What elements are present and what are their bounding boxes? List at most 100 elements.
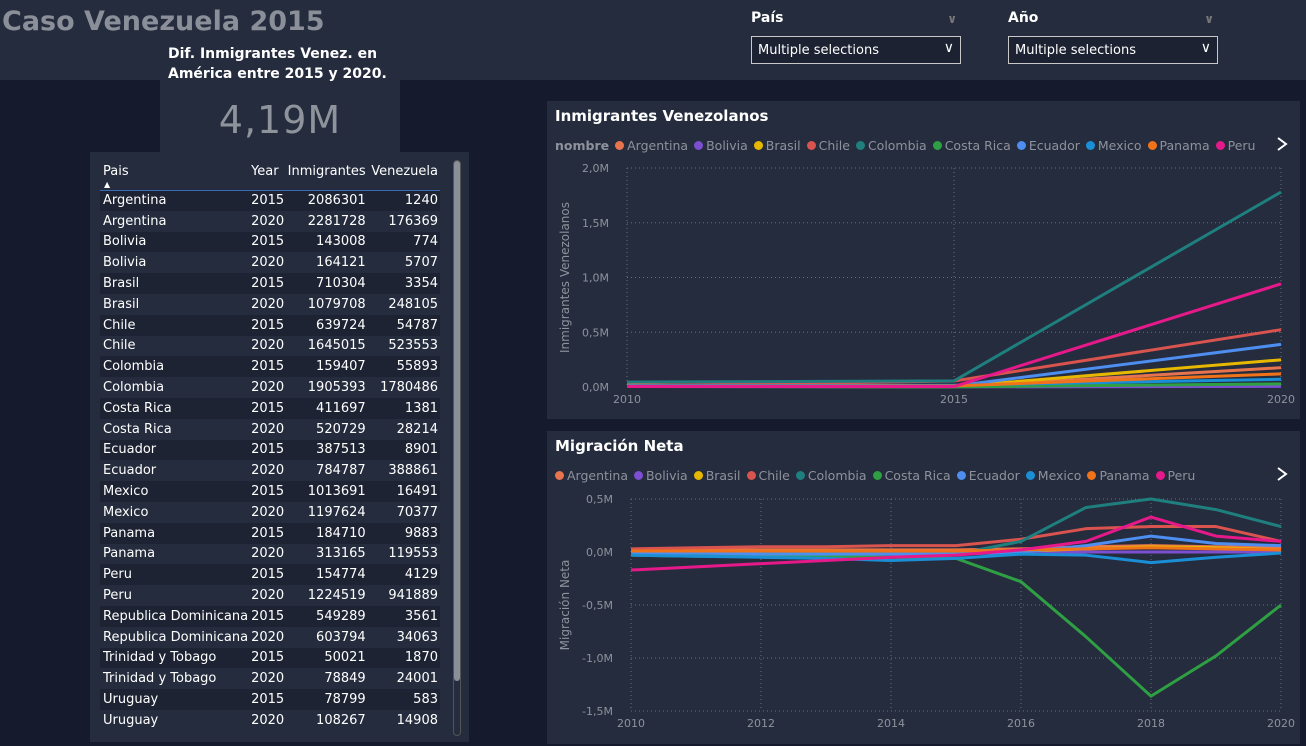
table-row[interactable]: Uruguay 2015 78799 583 [100, 689, 440, 710]
slicer-ano-dropdown[interactable]: Multiple selections ∨ [1008, 36, 1218, 64]
legend-item[interactable]: Panama [1147, 138, 1210, 153]
table-row[interactable]: Brasil 2020 1079708 248105 [100, 294, 440, 315]
table-cell: 54787 [367, 314, 440, 336]
kpi-value: 4,19M [218, 98, 342, 142]
slicer-pais-label: País [751, 10, 784, 26]
column-header-year[interactable]: Year [248, 160, 285, 191]
y-tick-label: 1,0M [582, 272, 609, 285]
legend-item[interactable]: Colombia [855, 138, 927, 153]
table-row[interactable]: Panama 2015 184710 9883 [100, 522, 440, 544]
table-row[interactable]: Chile 2020 1645015 523553 [100, 336, 440, 357]
table-cell: 3354 [367, 273, 440, 294]
series-line-costa-rica[interactable] [630, 553, 1282, 698]
table-row[interactable]: Argentina 2015 2086301 1240 [100, 190, 440, 211]
slicer-pais-dropdown[interactable]: Multiple selections ∨ [751, 36, 961, 64]
legend-dot-icon [932, 141, 942, 150]
legend-item[interactable]: Mexico [1085, 138, 1142, 153]
line-chart-inmigrantes: 0,0M 0,5M 1,0M 1,5M 2,0M 2010 2015 2020 Inmigran… [558, 162, 1295, 406]
legend-label: Ecuador [968, 468, 1020, 483]
legend-item[interactable]: Ecuador [956, 468, 1020, 483]
table-cell: 523553 [388, 338, 438, 354]
table-cell: Republica Dominicana [100, 605, 249, 627]
series-line-mexico[interactable] [630, 551, 1282, 565]
legend-dot-icon [633, 471, 643, 480]
legend-label: Colombia [807, 468, 867, 483]
table-cell: 2020 [251, 629, 285, 645]
table-row[interactable]: Argentina 2020 2281728 176369 [100, 211, 440, 232]
table-cell: 2015 [248, 564, 285, 586]
legend-item[interactable]: Chile [806, 138, 850, 153]
legend-item[interactable]: Mexico [1025, 468, 1081, 483]
table-cell: 549289 [284, 605, 368, 627]
column-header-venezuela[interactable]: Venezuela [367, 160, 440, 191]
table-row[interactable]: Ecuador 2020 784787 388861 [100, 460, 440, 481]
table-cell: 2015 [248, 273, 285, 294]
table-cell: 1780486 [380, 380, 438, 396]
chevron-down-icon[interactable]: ∨ [947, 12, 957, 26]
table-row[interactable]: Brasil 2015 710304 3354 [100, 273, 440, 294]
table-row[interactable]: Colombia 2020 1905393 1780486 [100, 377, 440, 398]
table-row[interactable]: Trinidad y Tobago 2015 50021 1870 [100, 647, 440, 669]
table-row[interactable]: Trinidad y Tobago 2020 78849 24001 [100, 668, 440, 689]
legend-dot-icon [1147, 141, 1157, 150]
play-axis-icon[interactable] [1276, 137, 1288, 151]
table-row[interactable]: Mexico 2015 1013691 16491 [100, 481, 440, 502]
slicer-ano-title: Año ∨ [1008, 10, 1218, 32]
table-row[interactable]: Mexico 2020 1197624 70377 [100, 502, 440, 523]
table-row[interactable]: Costa Rica 2015 411697 1381 [100, 397, 440, 419]
table-row[interactable]: Bolivia 2015 143008 774 [100, 231, 440, 253]
series-line-peru[interactable] [626, 282, 1282, 389]
series-line-peru[interactable] [630, 515, 1282, 572]
column-header-inmigrantes[interactable]: Inmigrantes [284, 160, 368, 191]
table-cell: 2015 [248, 231, 285, 253]
table-row[interactable]: Ecuador 2015 387513 8901 [100, 439, 440, 461]
table-scrollbar-thumb[interactable] [454, 161, 460, 681]
x-tick-label: 2015 [940, 393, 968, 406]
series-line-chile[interactable] [630, 525, 1282, 551]
table-scrollbar-track[interactable] [453, 160, 461, 736]
legend-item[interactable]: Brasil [753, 138, 801, 153]
chevron-down-icon[interactable]: ∨ [1204, 12, 1214, 26]
y-tick-label: 0,0M [582, 381, 609, 394]
table-row[interactable]: Bolivia 2020 164121 5707 [100, 252, 440, 273]
table-row[interactable]: Chile 2015 639724 54787 [100, 314, 440, 336]
legend-item[interactable]: Bolivia [694, 138, 748, 153]
legend-item[interactable]: Panama [1087, 468, 1150, 483]
table-row[interactable]: Peru 2020 1224519 941889 [100, 585, 440, 606]
play-axis-icon[interactable] [1276, 467, 1288, 481]
table-row[interactable]: Colombia 2015 159407 55893 [100, 356, 440, 378]
table-cell: Mexico [100, 481, 249, 502]
legend-item[interactable]: Peru [1215, 138, 1255, 153]
legend-item[interactable]: Ecuador [1016, 138, 1080, 153]
table-cell: 603794 [316, 629, 366, 645]
column-header-pais[interactable]: Pais ▲ [100, 160, 249, 191]
table-row[interactable]: Costa Rica 2020 520729 28214 [100, 419, 440, 440]
table-cell: 1645015 [307, 338, 366, 354]
table-cell: Brasil [100, 273, 249, 294]
legend-dot-icon [872, 471, 882, 480]
legend-item[interactable]: Argentina [615, 138, 688, 153]
table-row[interactable]: Panama 2020 313165 119553 [100, 544, 440, 565]
table-cell: 4129 [367, 564, 440, 586]
legend-dot-icon [1087, 471, 1097, 480]
legend-item[interactable]: Costa Rica [872, 468, 951, 483]
legend-item[interactable]: Brasil [693, 468, 741, 483]
table-row[interactable]: Uruguay 2020 108267 14908 [100, 710, 440, 731]
x-tick-label: 2014 [877, 717, 905, 730]
legend-item[interactable]: Peru [1155, 468, 1195, 483]
y-tick-label: 0,0M [586, 546, 613, 559]
legend-label: Brasil [705, 468, 741, 483]
series-line-panama[interactable] [631, 546, 1282, 553]
table-cell: 184710 [284, 522, 368, 544]
table-cell: Colombia [103, 380, 165, 396]
legend-item[interactable]: Chile [746, 468, 790, 483]
legend-item[interactable]: Argentina [555, 468, 628, 483]
table-row[interactable]: Republica Dominicana 2015 549289 3561 [100, 605, 440, 627]
legend-item[interactable]: Bolivia [633, 468, 688, 483]
table-row[interactable]: Peru 2015 154774 4129 [100, 564, 440, 586]
legend-item[interactable]: Costa Rica [932, 138, 1011, 153]
series-line-colombia[interactable] [626, 190, 1282, 384]
legend-item[interactable]: Colombia [795, 468, 867, 483]
table-row[interactable]: Republica Dominicana 2020 603794 34063 [100, 627, 440, 648]
chart-legend: nombre Argentina Bolivia Brasil Chile Colomb… [555, 138, 1261, 153]
